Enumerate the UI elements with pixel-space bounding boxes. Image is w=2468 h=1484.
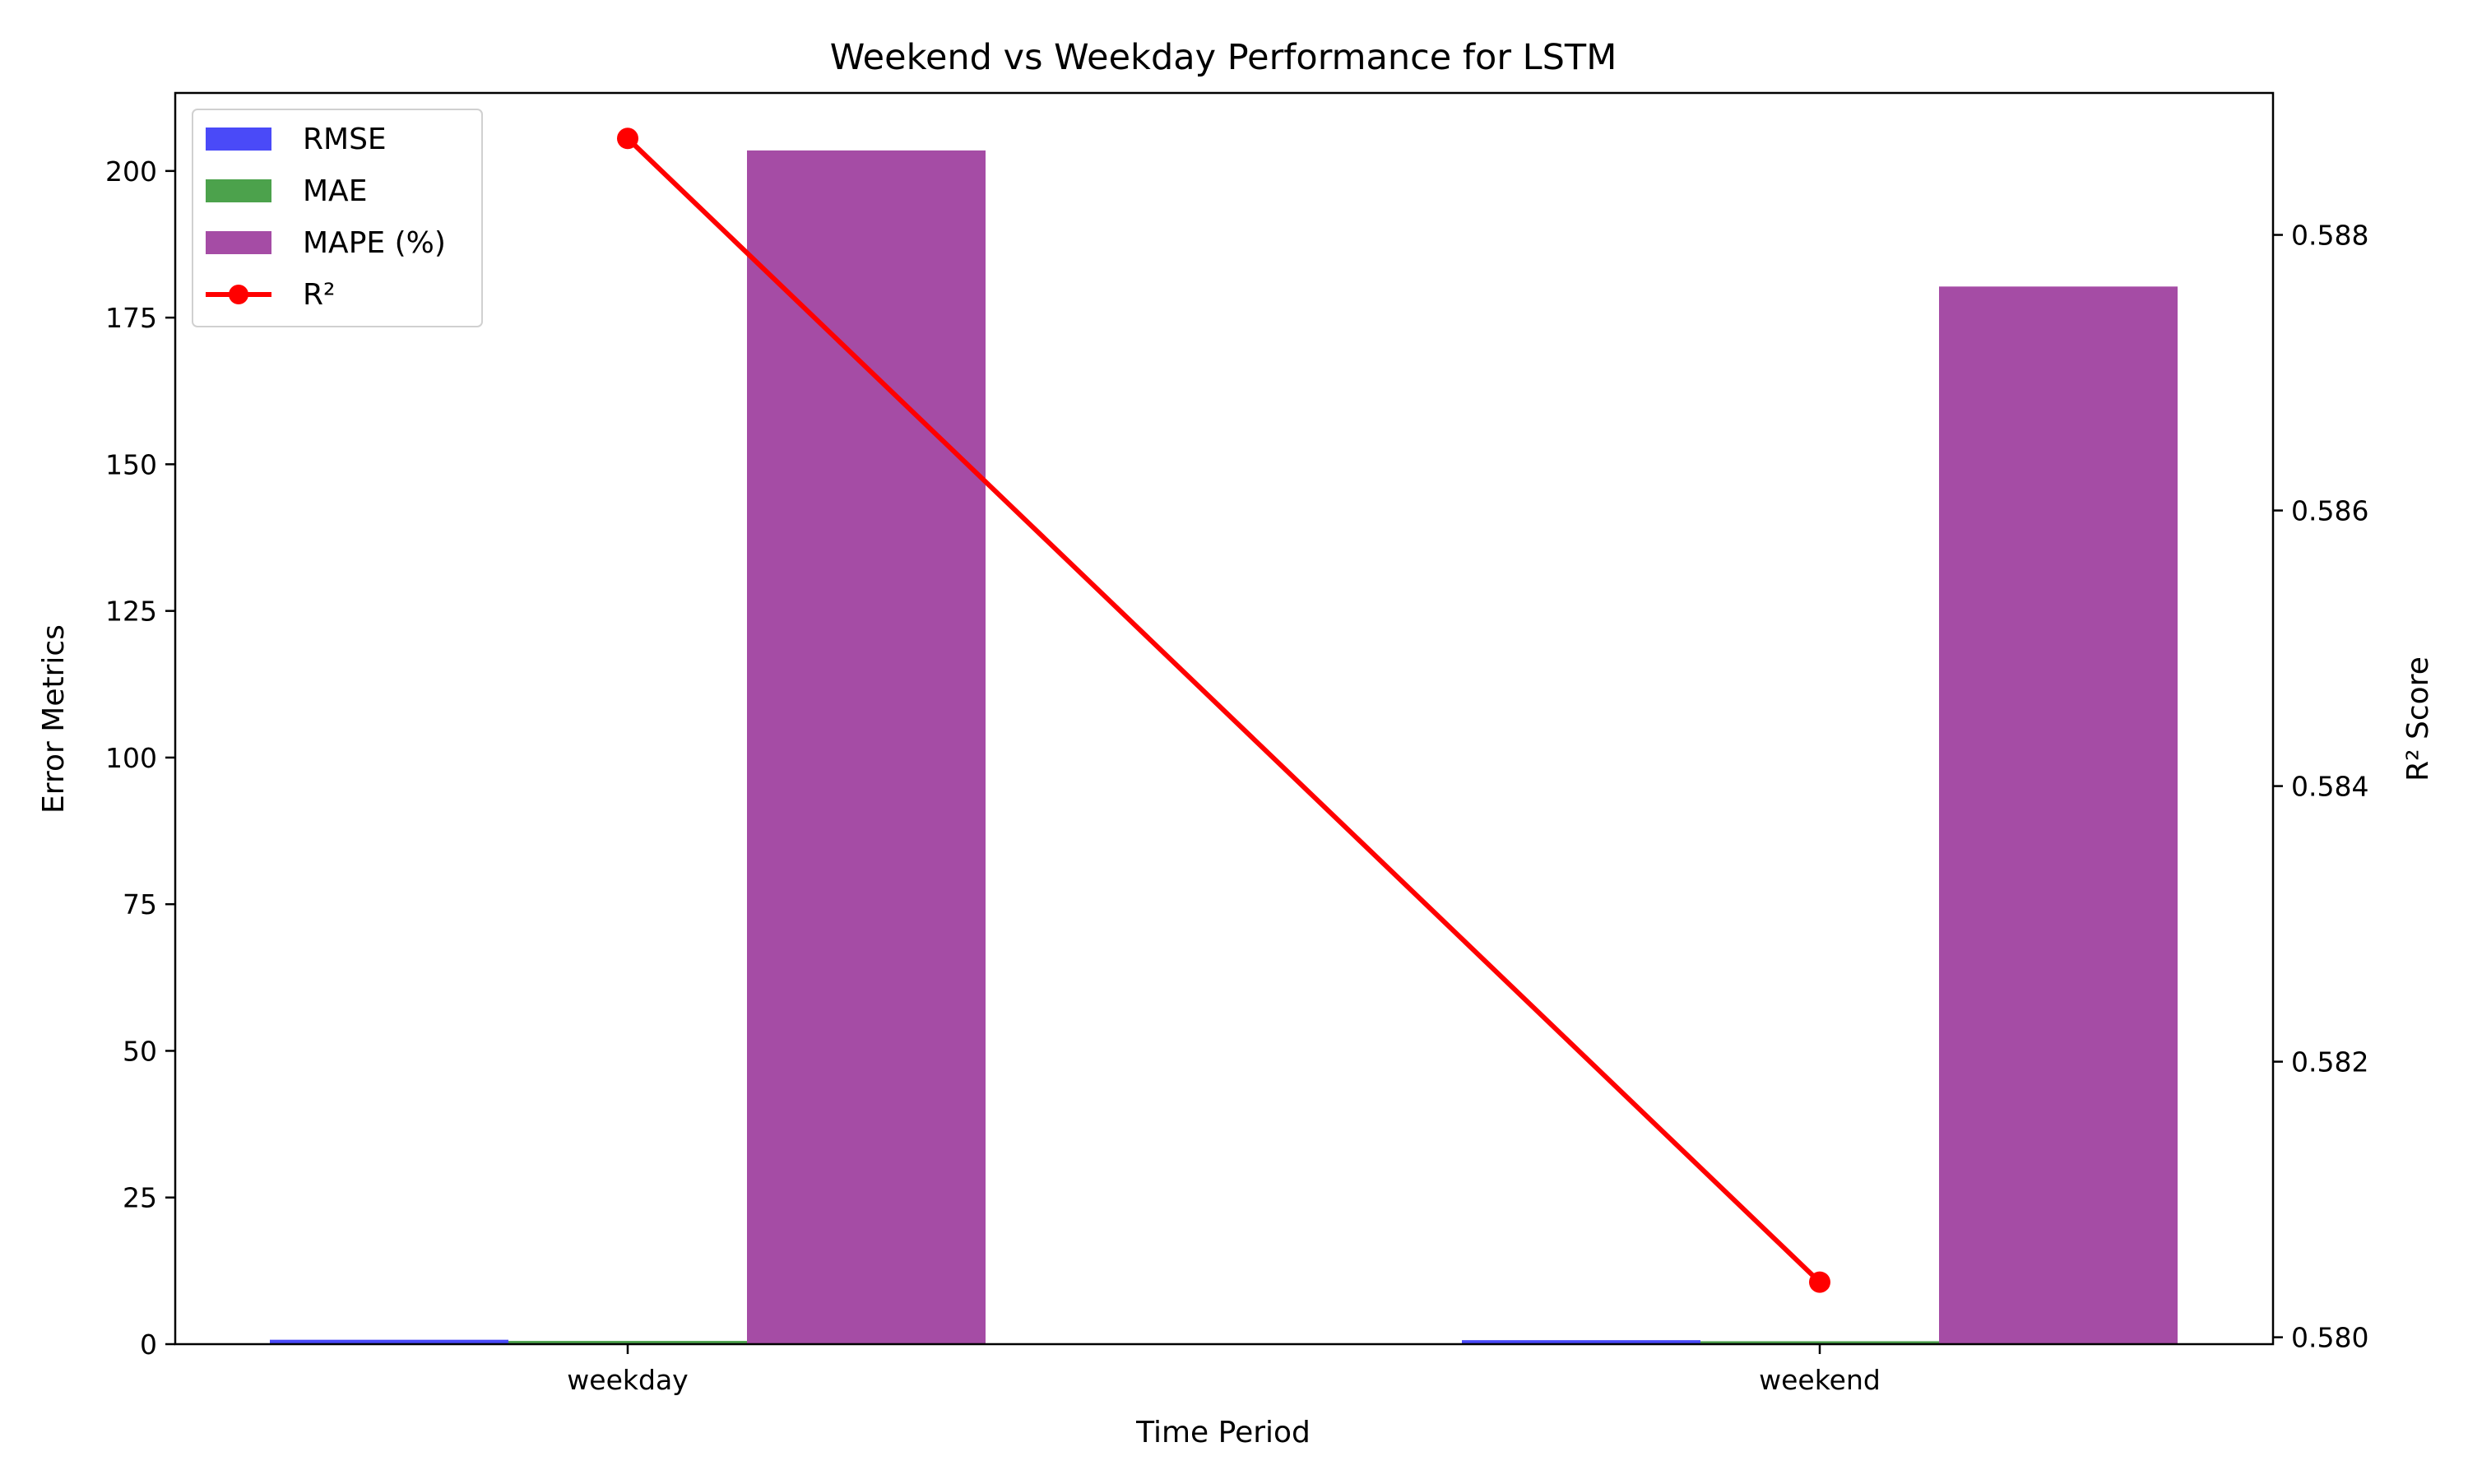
bar-mape-weekend <box>1939 286 2178 1345</box>
point-r-weekend <box>1809 1271 1830 1293</box>
y-tick-label: 100 <box>105 742 157 774</box>
line-layer <box>617 128 1830 1293</box>
y2-tick-label: 0.584 <box>2291 771 2368 803</box>
y2-tick-label: 0.586 <box>2291 495 2368 527</box>
bar-rmse-weekend <box>1462 1340 1700 1344</box>
point-r-weekday <box>617 128 638 150</box>
y2-axis-label: R² Score <box>2401 656 2435 781</box>
legend-label-mape: MAPE (%) <box>303 226 446 260</box>
legend-frame <box>192 109 483 327</box>
y-tick-label: 50 <box>123 1035 157 1067</box>
y-tick-label: 175 <box>105 302 157 334</box>
bar-mae-weekend <box>1700 1341 1939 1344</box>
x-tick-label-weekday: weekday <box>567 1364 688 1396</box>
chart-title: Weekend vs Weekday Performance for LSTM <box>830 37 1617 78</box>
y-tick-label: 150 <box>105 448 157 480</box>
legend-label-r2: R² <box>303 278 335 312</box>
legend-label-mae: MAE <box>303 174 367 208</box>
y-tick-label: 75 <box>123 888 157 921</box>
y-tick-label: 25 <box>123 1182 157 1214</box>
bar-mape-weekday <box>747 150 986 1345</box>
y-axis-label: Error Metrics <box>37 624 71 814</box>
bar-mae-weekday <box>508 1341 747 1344</box>
legend-swatch-mape <box>206 231 271 254</box>
axes-layer: 0 25 50 75 100 125 150 175 200 0.580 0.582 0.584 0.5… <box>105 91 2368 1396</box>
legend-swatch-rmse <box>206 128 271 151</box>
y-tick-label: 200 <box>105 155 157 188</box>
plot-frame <box>174 91 2275 1346</box>
bar-rmse-weekday <box>270 1339 508 1344</box>
y-tick-label: 125 <box>105 596 157 628</box>
legend: RMSE MAE MAPE (%) R² <box>192 109 483 327</box>
legend-marker-r2 <box>229 285 248 304</box>
y2-tick-label: 0.582 <box>2291 1046 2368 1078</box>
legend-swatch-mae <box>206 179 271 202</box>
y2-tick-label: 0.588 <box>2291 220 2368 252</box>
y2-tick-label: 0.580 <box>2291 1322 2368 1354</box>
legend-label-rmse: RMSE <box>303 123 387 156</box>
line-r <box>625 137 1822 1284</box>
x-tick-label-weekend: weekend <box>1759 1364 1881 1396</box>
bars-layer <box>270 150 2178 1345</box>
y-tick-label: 0 <box>140 1329 157 1361</box>
x-axis-label: Time Period <box>1135 1416 1311 1449</box>
